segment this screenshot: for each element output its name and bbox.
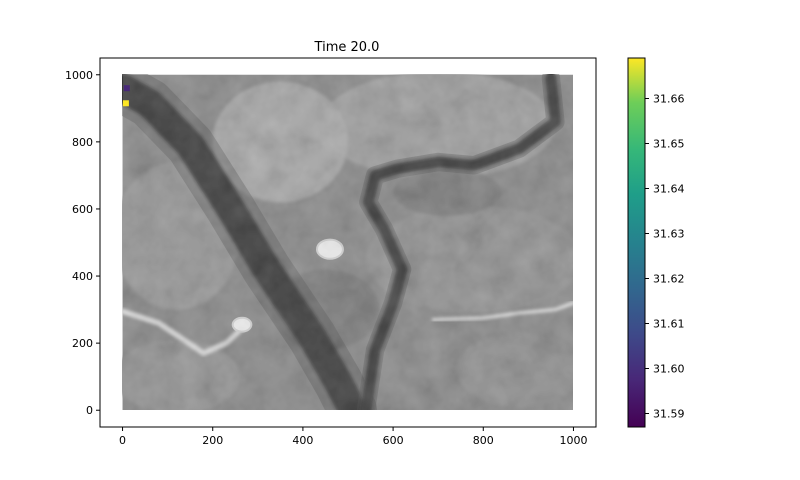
colorbar-ticks: 31.59 31.60 31.61 31.62 31.63 31.64 31.65 31.66 — [645, 93, 685, 421]
terrain-image — [122, 74, 573, 410]
colorbar: 31.59 31.60 31.61 31.62 31.63 31.64 31.65 31.66 — [627, 57, 685, 428]
chart-title: Time 20.0 — [314, 40, 380, 55]
colorbar-tick-label: 31.64 — [653, 183, 685, 196]
x-tick-label: 1000 — [559, 434, 587, 447]
y-tick-label: 600 — [72, 203, 93, 216]
colorbar-tick-label: 31.62 — [653, 273, 685, 286]
y-tick-label: 400 — [72, 270, 93, 283]
colorbar-tick-label: 31.63 — [653, 228, 685, 241]
x-tick-label: 0 — [119, 434, 126, 447]
colorbar-gradient — [627, 57, 646, 428]
terrain-texture — [122, 74, 573, 410]
main-axes: 0 200 400 600 800 1000 0 200 400 600 800 1000 — [65, 57, 597, 447]
colorbar-tick-label: 31.59 — [653, 408, 685, 421]
colorbar-tick-label: 31.61 — [653, 318, 685, 331]
highlighted-cells — [122, 85, 130, 107]
highlighted-cell — [122, 100, 129, 107]
y-tick-label: 800 — [72, 136, 93, 149]
x-tick-label: 400 — [292, 434, 313, 447]
y-axis: 0 200 400 600 800 1000 — [65, 69, 100, 417]
highlighted-cell — [123, 85, 130, 92]
plot-border — [99, 57, 597, 428]
y-tick-label: 1000 — [65, 69, 93, 82]
x-tick-label: 600 — [383, 434, 404, 447]
colorbar-tick-label: 31.65 — [653, 138, 685, 151]
x-axis: 0 200 400 600 800 1000 — [119, 427, 587, 447]
y-tick-label: 200 — [72, 337, 93, 350]
y-tick-label: 0 — [86, 404, 93, 417]
x-tick-label: 200 — [202, 434, 223, 447]
x-tick-label: 800 — [473, 434, 494, 447]
colorbar-tick-label: 31.60 — [653, 363, 685, 376]
colorbar-tick-label: 31.66 — [653, 93, 685, 106]
